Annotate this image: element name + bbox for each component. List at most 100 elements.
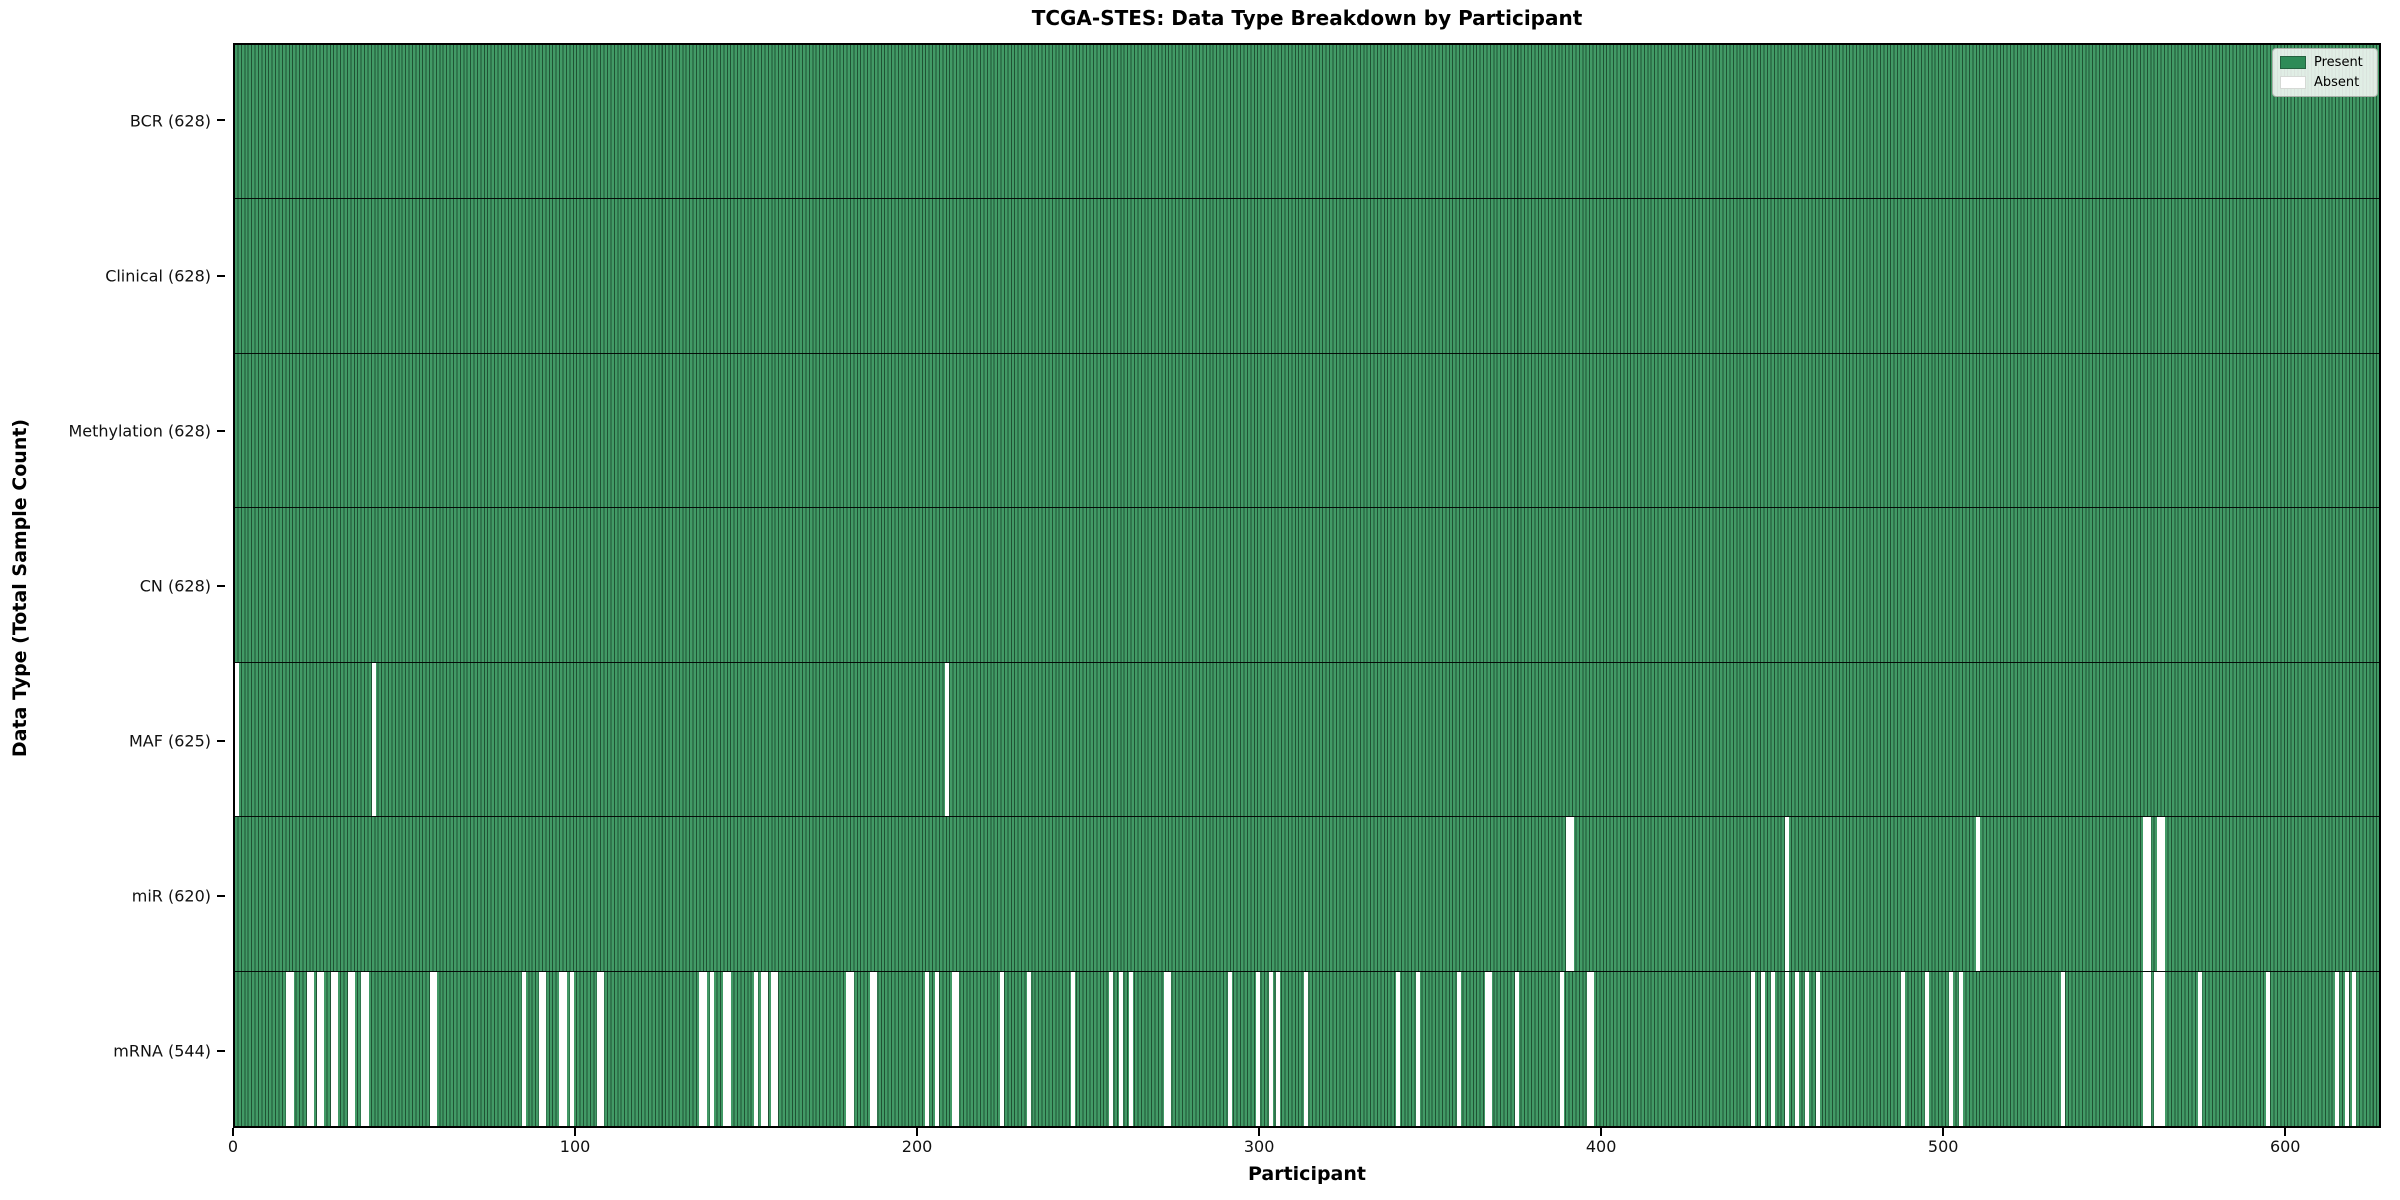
x-tick-mark xyxy=(574,1128,577,1136)
absent-stripe xyxy=(934,971,939,1126)
absent-stripe xyxy=(1559,971,1564,1126)
y-tick-mark xyxy=(217,429,225,432)
absent-stripe xyxy=(1108,971,1113,1126)
legend-item-absent: Absent xyxy=(2280,75,2369,90)
absent-stripe xyxy=(1569,817,1574,971)
absent-stripe xyxy=(521,971,526,1126)
x-tick-mark xyxy=(2284,1128,2287,1136)
absent-stripe xyxy=(2198,971,2203,1126)
x-tick-mark xyxy=(916,1128,919,1136)
absent-stripe xyxy=(760,971,765,1126)
x-tick-label-300: 300 xyxy=(1243,1137,1275,1156)
x-tick-label-0: 0 xyxy=(227,1137,239,1156)
absent-stripe xyxy=(1269,971,1274,1126)
legend: Present Absent xyxy=(2272,48,2378,97)
y-tick-label-MAF: MAF (625) xyxy=(128,731,211,750)
absent-stripe xyxy=(1163,971,1168,1126)
absent-stripe xyxy=(1487,971,1492,1126)
absent-stripe xyxy=(1784,971,1789,1126)
absent-stripe xyxy=(1805,971,1810,1126)
y-tick-mark xyxy=(217,274,225,277)
chart-title: TCGA-STES: Data Type Breakdown by Partic… xyxy=(1031,6,1583,30)
x-tick-mark xyxy=(1258,1128,1261,1136)
absent-stripe xyxy=(764,971,769,1126)
row-mRNA xyxy=(235,971,2379,1126)
row-miR xyxy=(235,817,2379,972)
absent-stripe xyxy=(2160,817,2165,971)
y-tick-label-Methylation: Methylation (628) xyxy=(68,421,211,440)
absent-stripe xyxy=(2344,971,2349,1126)
absent-stripe xyxy=(1566,817,1571,971)
y-tick-mark xyxy=(217,119,225,122)
x-tick-mark xyxy=(1942,1128,1945,1136)
absent-stripe xyxy=(330,971,335,1126)
absent-swatch-icon xyxy=(2280,76,2306,89)
absent-stripe xyxy=(433,971,437,1126)
absent-stripe xyxy=(1761,971,1766,1126)
absent-stripe xyxy=(559,971,564,1126)
absent-stripe xyxy=(774,971,779,1126)
absent-stripe xyxy=(1167,971,1172,1126)
absent-stripe xyxy=(873,971,878,1126)
y-tick-label-mRNA: mRNA (544) xyxy=(113,1041,211,1060)
absent-stripe xyxy=(1255,971,1260,1126)
absent-stripe xyxy=(306,971,311,1126)
absent-stripe xyxy=(1901,971,1906,1126)
legend-label-present: Present xyxy=(2314,55,2363,70)
absent-stripe xyxy=(596,971,601,1126)
absent-stripe xyxy=(771,971,775,1126)
absent-stripe xyxy=(1750,971,1755,1126)
absent-stripe xyxy=(320,971,325,1126)
absent-stripe xyxy=(2146,817,2151,971)
absent-stripe xyxy=(1590,971,1595,1126)
absent-stripe xyxy=(1515,971,1520,1126)
absent-stripe xyxy=(849,971,854,1126)
absent-stripe xyxy=(1071,971,1076,1126)
y-tick-label-miR: miR (620) xyxy=(131,886,211,905)
absent-stripe xyxy=(1948,971,1953,1126)
absent-stripe xyxy=(1586,971,1591,1126)
x-tick-label-500: 500 xyxy=(1927,1137,1959,1156)
absent-stripe xyxy=(569,971,574,1126)
absent-stripe xyxy=(723,971,728,1126)
absent-stripe xyxy=(1959,971,1964,1126)
y-tick-label-CN: CN (628) xyxy=(139,576,211,595)
absent-stripe xyxy=(2351,971,2356,1126)
absent-stripe xyxy=(2143,817,2148,971)
x-axis-title: Participant xyxy=(1247,1163,1366,1185)
absent-stripe xyxy=(924,971,929,1126)
absent-stripe xyxy=(351,971,356,1126)
absent-stripe xyxy=(1976,817,1981,971)
row-CN xyxy=(235,508,2379,663)
absent-stripe xyxy=(1303,971,1308,1126)
absent-stripe xyxy=(2153,971,2158,1126)
x-tick-label-200: 200 xyxy=(901,1137,933,1156)
absent-stripe xyxy=(1395,971,1400,1126)
x-tick-label-400: 400 xyxy=(1585,1137,1617,1156)
present-swatch-icon xyxy=(2280,56,2306,69)
absent-stripe xyxy=(1129,971,1134,1126)
x-tick-label-100: 100 xyxy=(559,1137,591,1156)
absent-stripe xyxy=(2266,971,2271,1126)
y-tick-label-BCR: BCR (628) xyxy=(129,111,211,130)
absent-stripe xyxy=(1457,971,1462,1126)
y-tick-mark xyxy=(217,1049,225,1052)
absent-stripe xyxy=(2061,971,2066,1126)
row-Methylation xyxy=(235,354,2379,509)
absent-stripe xyxy=(1027,971,1032,1126)
absent-stripe xyxy=(334,971,338,1126)
absent-stripe xyxy=(2157,817,2162,971)
absent-stripe xyxy=(1276,971,1281,1126)
y-tick-labels: BCR (628) Clinical (628) Methylation (628)… xyxy=(0,43,225,1128)
absent-stripe xyxy=(316,971,321,1126)
absent-stripe xyxy=(2160,971,2165,1126)
absent-stripe xyxy=(2143,971,2148,1126)
y-tick-label-Clinical: Clinical (628) xyxy=(105,266,211,285)
absent-stripe xyxy=(1484,971,1489,1126)
absent-stripe xyxy=(702,971,707,1126)
absent-stripe xyxy=(429,971,434,1126)
x-tick-label-600: 600 xyxy=(2269,1137,2301,1156)
absent-stripe xyxy=(1815,971,1820,1126)
legend-label-absent: Absent xyxy=(2314,75,2360,90)
